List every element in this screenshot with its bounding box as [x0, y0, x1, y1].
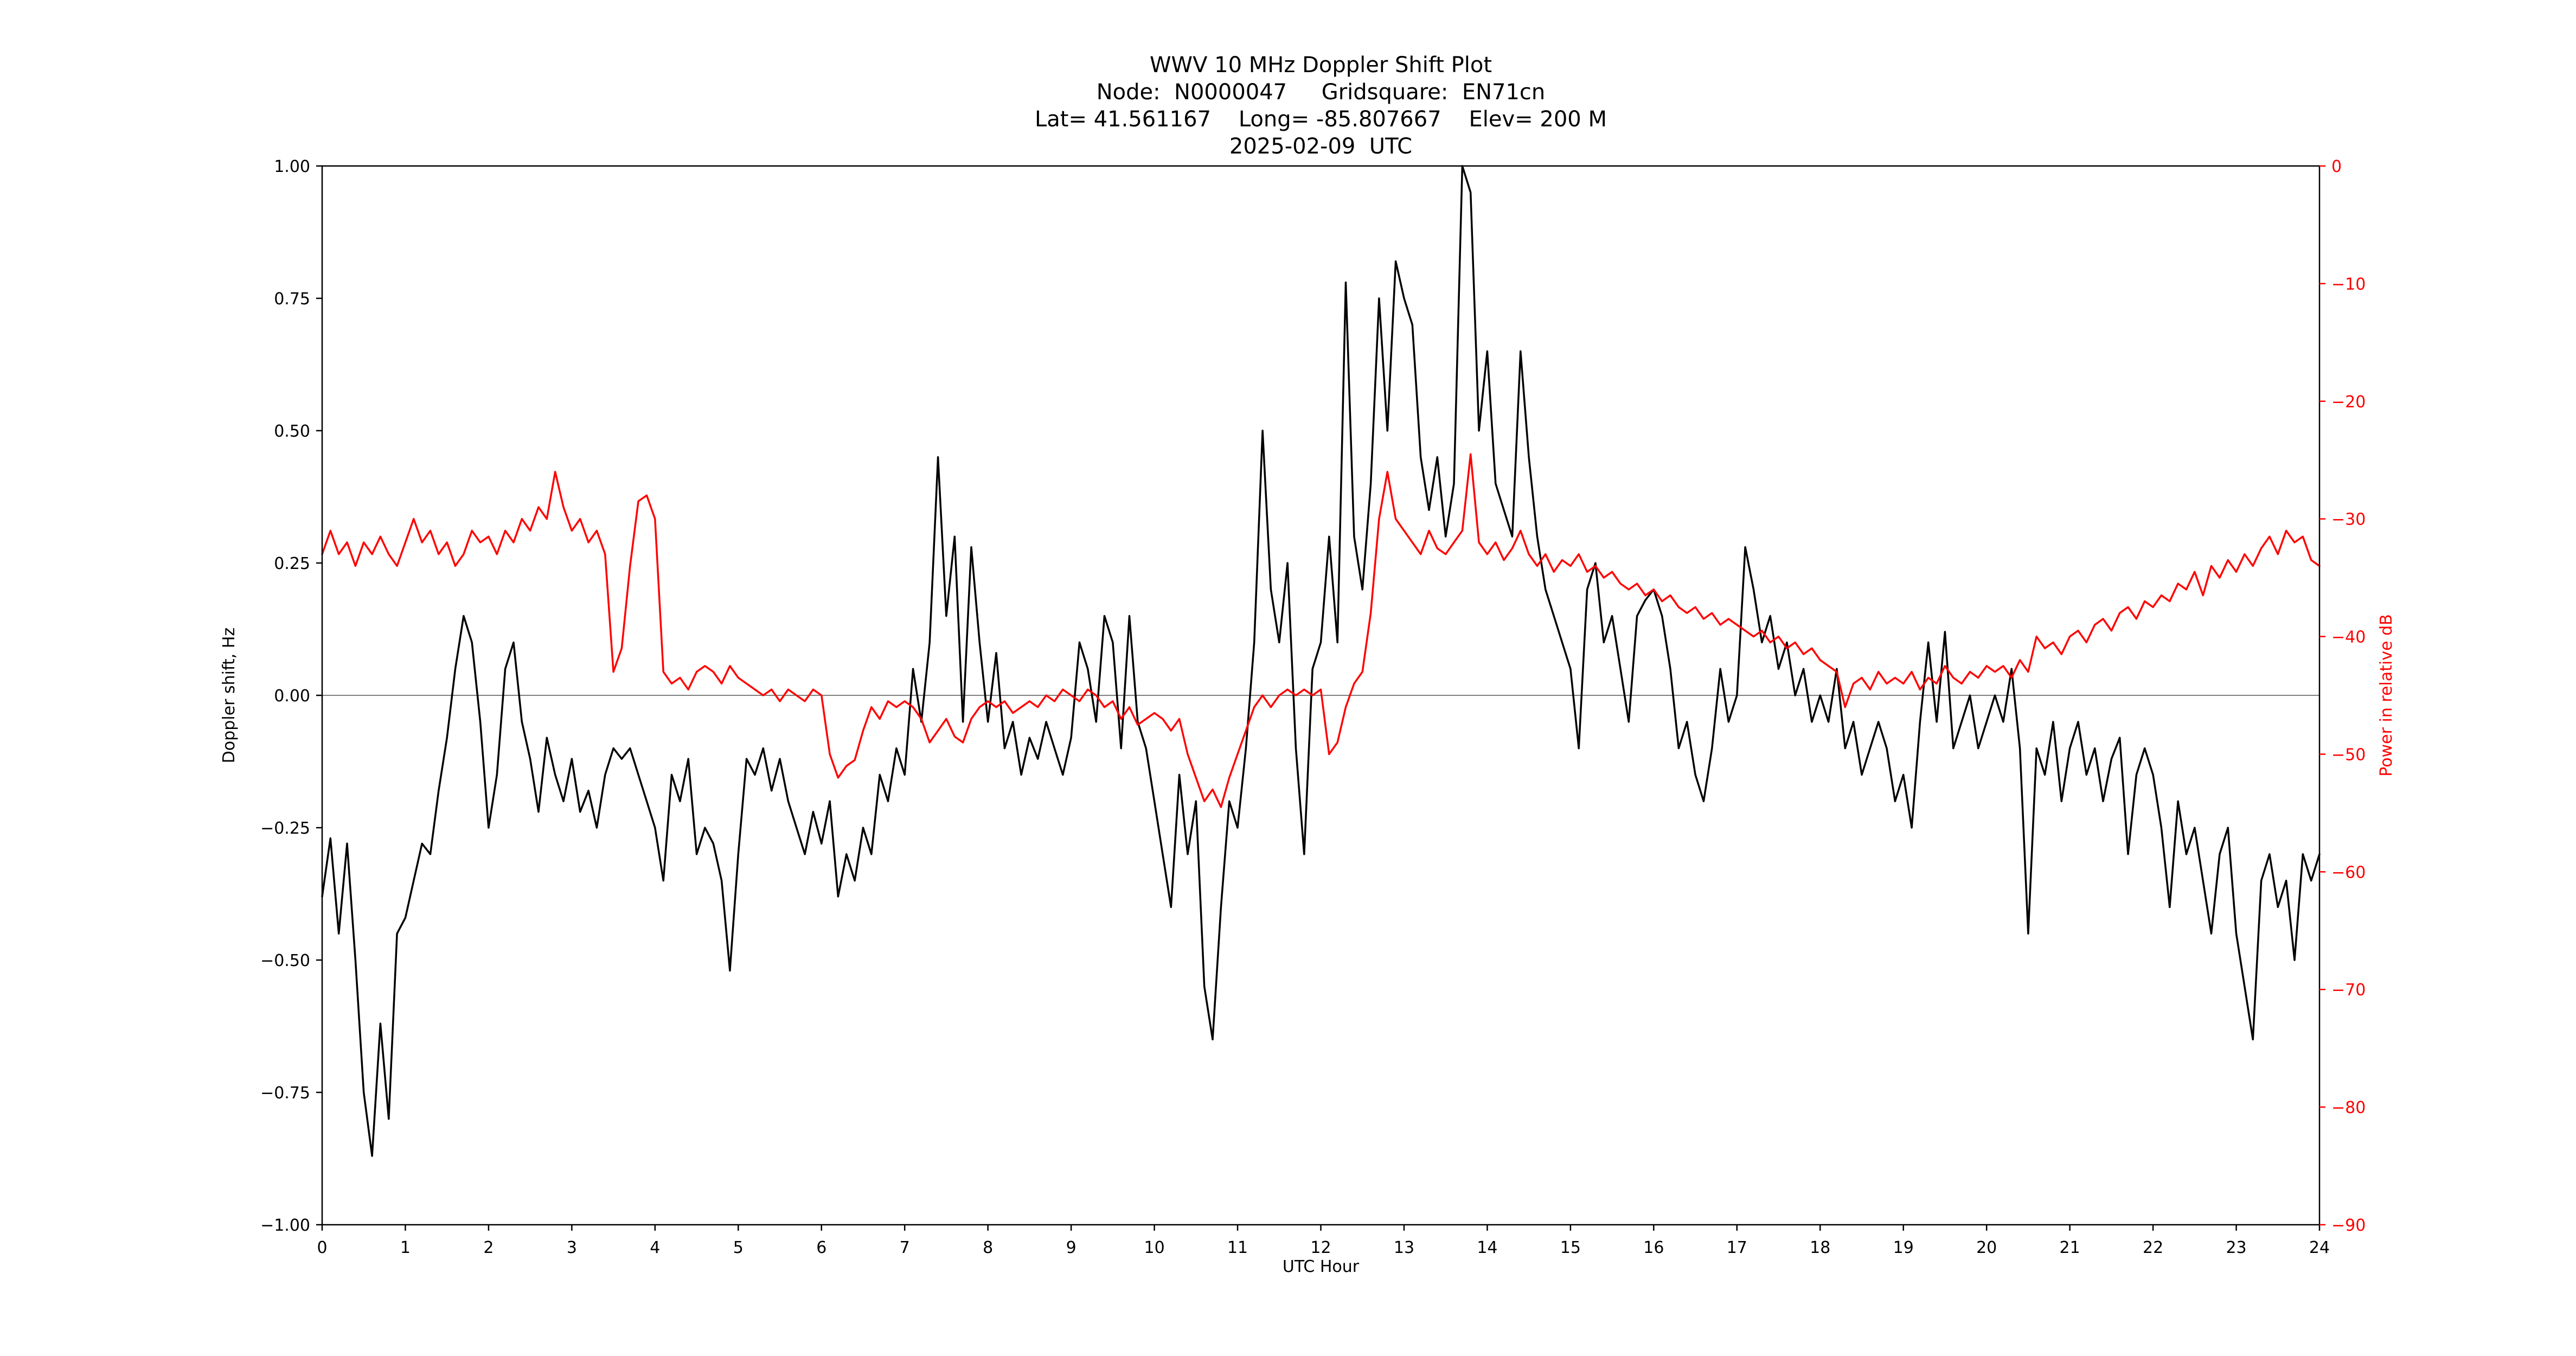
chart-subtitle-date: 2025-02-09 UTC — [1229, 134, 1413, 159]
x-tick-label: 17 — [1727, 1238, 1747, 1257]
x-tick-label: 20 — [1976, 1238, 1997, 1257]
y-left-tick-label: −1.00 — [260, 1216, 310, 1235]
chart-subtitle-location: Lat= 41.561167 Long= -85.807667 Elev= 20… — [1035, 107, 1607, 132]
x-tick-label: 10 — [1144, 1238, 1164, 1257]
doppler-series-line — [321, 165, 2321, 1157]
y-right-tick-label: −10 — [2331, 275, 2366, 294]
y-right-tick-label: −90 — [2331, 1216, 2366, 1235]
x-tick-label: 18 — [1810, 1238, 1830, 1257]
x-tick-label: 13 — [1394, 1238, 1414, 1257]
power-series-line — [321, 453, 2321, 808]
x-tick-label: 24 — [2309, 1238, 2330, 1257]
x-tick-label: 4 — [650, 1238, 660, 1257]
y-right-tick-label: −50 — [2331, 745, 2366, 764]
x-tick-label: 15 — [1560, 1238, 1581, 1257]
chart-title: WWV 10 MHz Doppler Shift Plot — [1149, 53, 1492, 78]
y-right-axis-title: Power in relative dB — [2377, 614, 2396, 776]
x-tick-label: 21 — [2060, 1238, 2080, 1257]
y-right-tick-label: −60 — [2331, 863, 2366, 882]
chart-subtitle-node: Node: N0000047 Gridsquare: EN71cn — [1096, 80, 1546, 105]
y-right-tick-label: −70 — [2331, 981, 2366, 1000]
x-tick-label: 12 — [1310, 1238, 1331, 1257]
x-tick-label: 22 — [2143, 1238, 2163, 1257]
x-tick-label: 19 — [1893, 1238, 1914, 1257]
y-right-tick-label: 0 — [2331, 157, 2342, 176]
y-left-tick-label: 0.50 — [274, 422, 310, 441]
y-left-tick-label: 0.00 — [274, 687, 310, 706]
x-tick-label: 1 — [400, 1238, 411, 1257]
x-tick-label: 14 — [1477, 1238, 1497, 1257]
x-tick-label: 6 — [816, 1238, 826, 1257]
y-left-tick-label: −0.75 — [260, 1084, 310, 1103]
y-left-tick-label: 1.00 — [274, 157, 310, 176]
x-tick-label: 0 — [317, 1238, 327, 1257]
x-tick-label: 7 — [900, 1238, 910, 1257]
y-right-tick-label: −20 — [2331, 393, 2366, 412]
x-tick-label: 5 — [733, 1238, 744, 1257]
y-left-tick-label: −0.25 — [260, 819, 310, 838]
y-left-tick-label: 0.25 — [274, 554, 310, 573]
x-tick-label: 11 — [1227, 1238, 1248, 1257]
y-right-tick-label: −30 — [2331, 510, 2366, 529]
y-left-tick-label: −0.50 — [260, 951, 310, 970]
y-left-axis-title: Doppler shift, Hz — [220, 628, 239, 763]
x-axis-title: UTC Hour — [1283, 1257, 1360, 1276]
x-tick-label: 9 — [1066, 1238, 1076, 1257]
x-tick-label: 16 — [1643, 1238, 1664, 1257]
x-tick-label: 3 — [567, 1238, 577, 1257]
y-left-tick-label: 0.75 — [274, 290, 310, 309]
x-tick-label: 2 — [483, 1238, 494, 1257]
y-right-tick-label: −40 — [2331, 628, 2366, 647]
x-tick-label: 23 — [2226, 1238, 2246, 1257]
y-right-tick-label: −80 — [2331, 1098, 2366, 1117]
chart-title-block: WWV 10 MHz Doppler Shift Plot Node: N000… — [322, 52, 2319, 160]
x-tick-label: 8 — [983, 1238, 993, 1257]
